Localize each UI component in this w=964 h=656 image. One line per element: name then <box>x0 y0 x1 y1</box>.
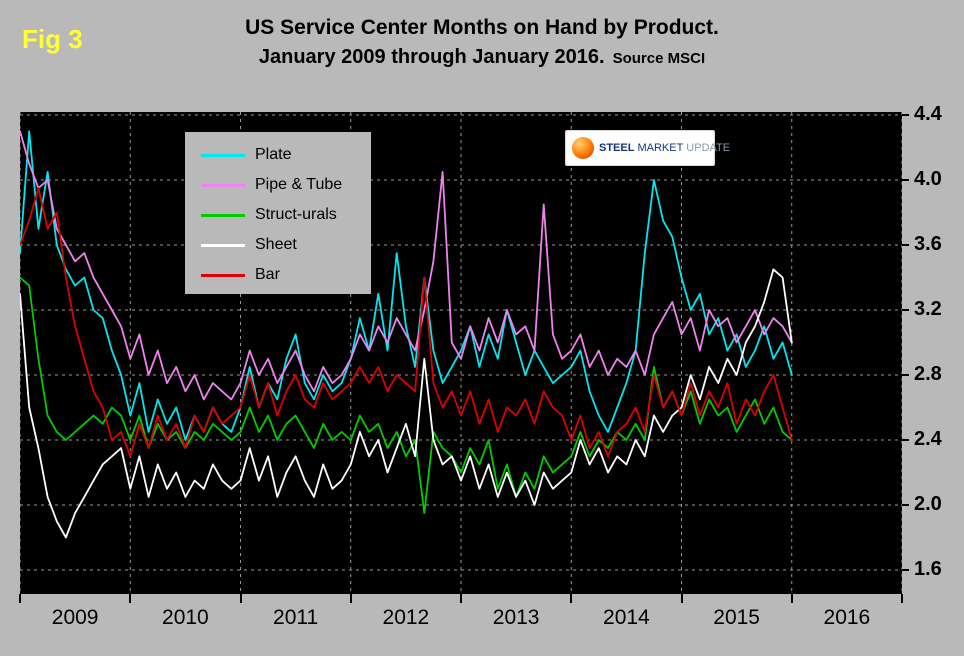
x-axis-label: 2012 <box>382 606 430 629</box>
x-axis-tickmark <box>19 594 21 603</box>
y-axis-label: 4.4 <box>914 103 942 125</box>
x-axis-label: 2015 <box>713 606 760 629</box>
legend-label: Sheet <box>255 236 297 253</box>
y-axis-label: 2.0 <box>914 493 942 515</box>
y-axis-label: 3.6 <box>914 233 942 255</box>
figure-number-label: Fig 3 <box>22 24 83 54</box>
x-axis-tickmark <box>680 594 683 603</box>
legend-label: Pipe & Tube <box>255 176 343 193</box>
x-axis-tickmark <box>460 594 462 603</box>
legend-swatch-line <box>201 273 245 277</box>
x-axis-tickmark <box>901 594 903 603</box>
y-axis-ticks <box>902 112 910 594</box>
legend-swatch-line <box>201 183 245 187</box>
x-axis-label: 2013 <box>492 606 540 629</box>
series-line-pipe-tube <box>20 130 793 401</box>
x-axis-tickmark <box>129 594 132 603</box>
legend-swatch-line <box>201 153 245 157</box>
legend-label: Plate <box>255 146 292 163</box>
y-axis-label: 1.6 <box>914 558 942 580</box>
y-axis-tickmark <box>902 244 909 246</box>
x-axis-label: 2016 <box>823 606 871 629</box>
logo-word-update: UPDATE <box>686 142 731 154</box>
legend-item: Pipe & Tube <box>201 170 371 200</box>
legend-label: Bar <box>255 266 280 283</box>
y-axis-tickmark <box>902 504 909 506</box>
series-line-sheet <box>20 268 793 539</box>
chart-title: US Service Center Months on Hand by Prod… <box>0 16 964 69</box>
x-axis-labels: 2009 2010 2011 2012 2013 2014 2015 2016 <box>20 606 902 638</box>
y-axis-label: 3.2 <box>914 298 942 320</box>
legend-item: Struct-urals <box>201 200 371 230</box>
legend-item: Bar <box>201 260 371 290</box>
x-axis-ticks <box>19 594 903 604</box>
legend-swatch-line <box>201 213 245 217</box>
y-axis-tickmark <box>902 374 909 376</box>
x-axis-label: 2011 <box>273 606 319 629</box>
legend-item: Plate <box>201 140 371 170</box>
x-axis-label: 2009 <box>51 606 99 629</box>
y-axis-label: 4.0 <box>914 168 942 190</box>
chart-source: Source MSCI <box>612 50 706 67</box>
x-axis-label: 2010 <box>162 606 209 629</box>
series-line-plate <box>20 130 793 441</box>
legend-swatch-line <box>201 243 245 247</box>
chart-plot-svg <box>20 112 902 594</box>
legend-label: Struct-urals <box>255 206 337 223</box>
logo-globe-icon <box>572 137 594 159</box>
x-axis-tickmark <box>239 594 242 603</box>
y-axis-tickmark <box>902 179 909 181</box>
series-line-bar <box>20 187 793 458</box>
x-axis-tickmark <box>349 594 352 603</box>
y-axis-label: 2.4 <box>914 428 942 450</box>
chart-title-line2: January 2009 through January 2016. Source… <box>0 46 964 69</box>
x-axis-tickmark <box>790 594 793 603</box>
chart-legend: Plate Pipe & Tube Struct-urals Sheet Bar <box>185 132 371 294</box>
y-axis-tickmark <box>902 114 909 116</box>
y-axis-label: 2.8 <box>914 363 942 385</box>
y-axis-tickmark <box>902 439 909 441</box>
x-axis-label: 2014 <box>603 606 650 629</box>
logo-word-steel: STEEL <box>599 142 635 154</box>
steel-market-update-logo: STEEL MARKET UPDATE <box>565 130 730 166</box>
y-axis-labels: 4.4 4.0 3.6 3.2 2.8 2.4 2.0 1.6 <box>912 103 964 594</box>
legend-item: Sheet <box>201 230 371 260</box>
chart-plot-area <box>20 112 902 594</box>
chart-title-dates: January 2009 through January 2016. <box>258 46 605 68</box>
x-axis-tickmark <box>570 594 573 603</box>
chart-title-line1: US Service Center Months on Hand by Prod… <box>245 16 719 39</box>
y-axis-tickmark <box>902 569 909 571</box>
y-axis-tickmark <box>902 309 909 311</box>
logo-word-market: MARKET <box>637 142 684 154</box>
